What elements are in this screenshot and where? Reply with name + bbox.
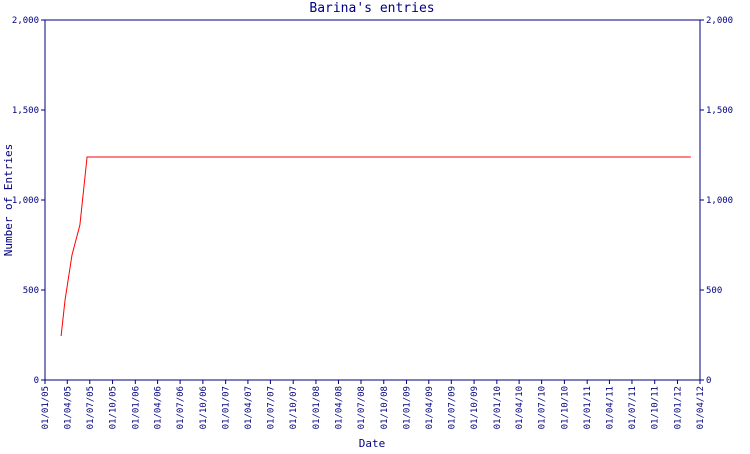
x-tick-label: 01/07/11 [628, 386, 638, 429]
x-tick-label: 01/10/05 [109, 386, 119, 429]
x-tick-label: 01/10/07 [289, 386, 299, 429]
x-tick-label: 01/04/09 [425, 386, 435, 429]
x-tick-label: 01/01/06 [131, 386, 141, 429]
chart-title: Barina's entries [309, 1, 434, 16]
line-series [60, 156, 691, 337]
x-tick-label: 01/10/06 [199, 386, 209, 429]
x-tick-label: 01/04/06 [154, 386, 164, 429]
x-tick-label: 01/01/08 [312, 386, 322, 429]
x-tick-label: 01/01/07 [222, 386, 232, 429]
x-tick-label: 01/07/08 [357, 386, 367, 429]
plot-frame [44, 19, 701, 381]
x-tick-label: 01/01/11 [583, 386, 593, 429]
x-tick-label: 01/10/08 [380, 386, 390, 429]
y2-tick-label: 2,000 [706, 16, 733, 26]
y-tick-label: 2,000 [12, 16, 39, 26]
x-tick-label: 01/04/07 [244, 386, 254, 429]
x-tick-label: 01/07/05 [86, 386, 96, 429]
y2-tick-label: 0 [706, 376, 711, 386]
x-tick-label: 01/07/09 [447, 386, 457, 429]
x-axis-label: Date [359, 437, 386, 450]
x-tick-label: 01/04/08 [334, 386, 344, 429]
y2-tick-label: 1,500 [706, 106, 733, 116]
y2-tick-label: 1,000 [706, 196, 733, 206]
y-tick-label: 1,000 [12, 196, 39, 206]
x-tick-label: 01/01/09 [403, 386, 413, 429]
y-tick-label: 500 [23, 286, 39, 296]
x-tick-label: 01/01/10 [493, 386, 503, 429]
x-tick-label: 01/10/10 [560, 386, 570, 429]
y-tick-label: 0 [34, 376, 39, 386]
x-tick-label: 01/04/11 [605, 386, 615, 429]
x-tick-label: 01/10/11 [651, 386, 661, 429]
x-tick-label: 01/07/06 [176, 386, 186, 429]
y-axis-label: Number of Entries [2, 144, 15, 257]
x-tick-label: 01/04/05 [63, 386, 73, 429]
x-tick-label: 01/01/12 [673, 386, 683, 429]
x-tick-label: 01/04/12 [696, 386, 706, 429]
x-tick-label: 01/07/10 [538, 386, 548, 429]
x-tick-label: 01/07/07 [266, 386, 276, 429]
y-tick-label: 1,500 [12, 106, 39, 116]
x-tick-label: 01/01/05 [41, 386, 51, 429]
x-tick-label: 01/10/09 [470, 386, 480, 429]
x-tick-label: 01/04/10 [515, 386, 525, 429]
y2-tick-label: 500 [706, 286, 722, 296]
